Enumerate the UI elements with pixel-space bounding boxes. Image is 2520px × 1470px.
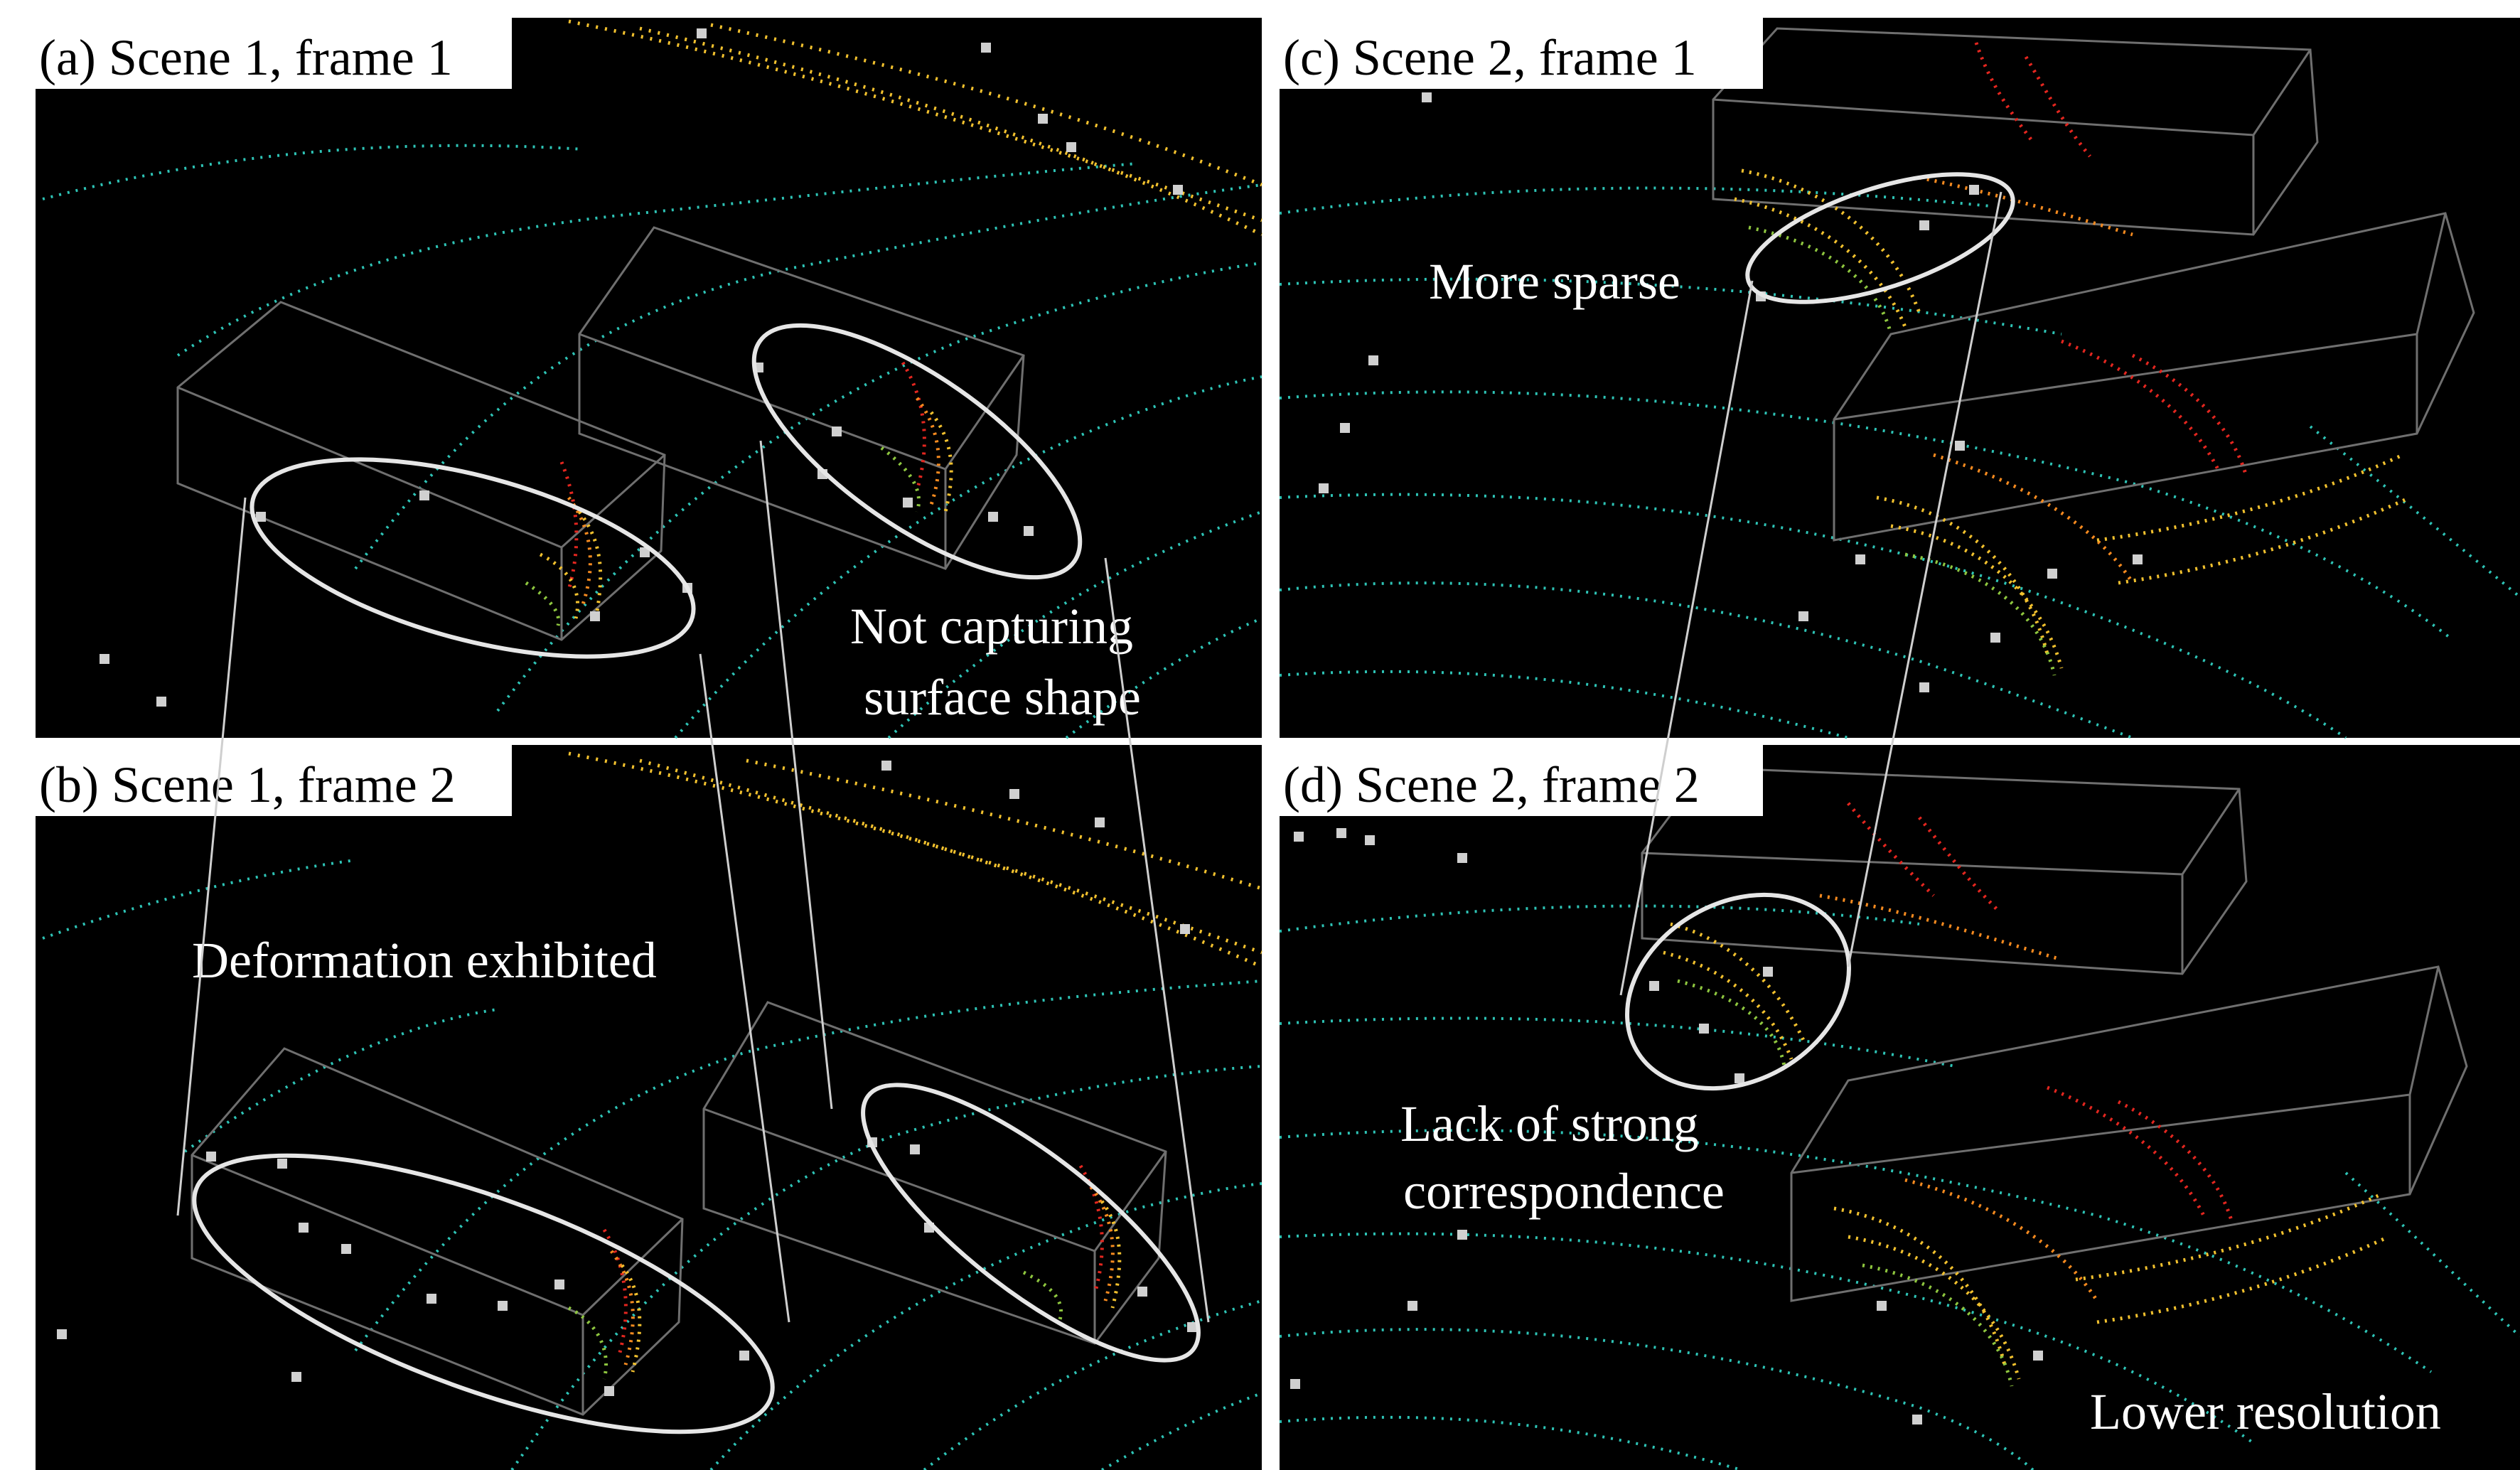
panel-c-car1-points [1734,42,2133,335]
scene1-connector-lines [176,440,1210,1323]
panel-b-car2-points [1022,1164,1122,1323]
panel-b-background [36,745,1262,1470]
panel-d-label: (d) Scene 2, frame 2 [1280,745,1763,816]
panel-c-ground-lines [1279,186,2520,739]
panel-a: (a) Scene 1, frame 1 Not capturing surfa… [36,18,1263,739]
panel-b-ground-lines [42,859,1262,1470]
panel-a-road-points [568,19,1263,237]
panel-b-label: (b) Scene 1, frame 2 [36,745,512,816]
panel-a-background [36,18,1262,738]
panel-c-ellipse [1745,172,2015,304]
panel-d-label-text: (d) Scene 2, frame 2 [1283,756,1700,813]
panel-b-gray-squares [57,761,1197,1396]
annotation-lower-resolution: Lower resolution [2090,1383,2441,1440]
panel-c-label: (c) Scene 2, frame 1 [1280,18,1763,89]
panel-d: (d) Scene 2, frame 2 Lack of strong corr… [1279,745,2520,1470]
scene2-connector-lines [1619,191,2002,996]
panel-c-car2-points [1876,339,2411,676]
panel-c-bounding-boxes [1712,27,2475,542]
panel-a-ground-lines [42,144,1262,739]
panel-a-label-text: (a) Scene 1, frame 1 [39,29,453,86]
panel-b-ellipse-car1 [192,1153,775,1434]
panel-b-road-points [568,751,1262,969]
panel-d-bounding-boxes [1641,766,2468,1302]
panel-a-car1-points [525,461,603,626]
annotation-more-sparse: More sparse [1429,253,1680,310]
panel-d-gray-squares [1290,828,2043,1425]
panel-d-car1-points [1663,802,2062,1067]
panel-a-car2-points [880,361,953,513]
panel-d-ground-lines [1279,904,2520,1470]
panel-c: (c) Scene 2, frame 1 More sparse [1279,18,2520,739]
panel-d-car2-points [1833,1085,2390,1387]
panel-b-label-text: (b) Scene 1, frame 2 [39,756,456,813]
annotation-not-capturing-line2: surface shape [864,669,1141,726]
panel-a-ellipse-car2 [751,323,1083,580]
annotation-deformation: Deformation exhibited [192,932,657,989]
panel-d-ellipse [1625,892,1851,1091]
annotation-lack-line2: correspondence [1403,1163,1725,1220]
panel-b: (b) Scene 1, frame 2 Deformation exhibit… [36,745,1262,1470]
panel-c-background [1280,18,2520,738]
panel-a-label: (a) Scene 1, frame 1 [36,18,512,89]
panel-c-gray-squares [1319,92,2143,692]
panel-a-ellipse-car1 [250,457,696,659]
panel-c-label-text: (c) Scene 2, frame 1 [1283,29,1697,86]
panel-b-bounding-boxes [191,1001,1167,1416]
annotation-lack-line1: Lack of strong [1400,1095,1699,1152]
panel-b-ellipse-car2 [861,1083,1201,1363]
annotation-not-capturing-line1: Not capturing [850,598,1133,655]
